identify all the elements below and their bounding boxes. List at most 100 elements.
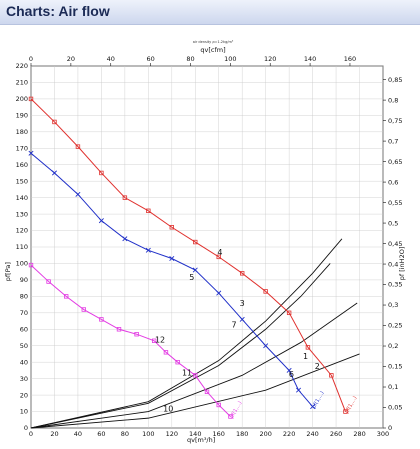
y-left-tick-label: 20 xyxy=(20,391,28,399)
fan-curve-point xyxy=(28,150,34,156)
y-right-tick-label: 0,15 xyxy=(388,363,402,371)
y-left-tick-label: 120 xyxy=(16,227,28,235)
y-right-tick-label: 0,7 xyxy=(388,137,398,145)
fan-curve-line xyxy=(30,264,231,417)
operating-point-label: 10 xyxy=(163,405,173,414)
y-right-tick-label: 0,6 xyxy=(388,178,398,186)
fan-curve-point xyxy=(98,218,104,224)
y-right-tick-label: 0,25 xyxy=(388,322,402,330)
fan-curve-point xyxy=(296,387,302,393)
system-curve-line xyxy=(30,263,331,429)
y-left-tick-label: 210 xyxy=(16,79,28,87)
fan-curve-point xyxy=(263,343,269,349)
fan-curve-point xyxy=(75,191,81,197)
fan-curve-label: pf(1,…) xyxy=(311,390,326,409)
fan-curve-point xyxy=(228,414,233,419)
fan-curve-point xyxy=(286,310,292,316)
y-left-tick-label: 220 xyxy=(16,62,28,70)
y-right-tick-label: 0,5 xyxy=(388,219,398,227)
x-top-tick-label: 160 xyxy=(344,55,356,63)
fan-curve-point xyxy=(286,367,292,373)
y-left-tick-label: 140 xyxy=(16,194,28,202)
y-right-axis-label: pf [inH2O] xyxy=(398,247,406,281)
fan-curve-line xyxy=(30,98,346,412)
y-right-tick-label: 0,4 xyxy=(388,260,398,268)
x-bottom-tick-label: 140 xyxy=(189,430,201,438)
fan-curve-line xyxy=(30,152,313,407)
header-bar: Charts: Air flow xyxy=(0,0,420,25)
operating-point-label: 4 xyxy=(217,248,222,257)
operating-point-label: 5 xyxy=(189,273,194,282)
fan-curve-point xyxy=(329,373,334,378)
chart-grid xyxy=(30,63,386,429)
fan-curve-point xyxy=(122,236,128,242)
y-right-tick-label: 0,3 xyxy=(388,301,398,309)
operating-point-label: 3 xyxy=(240,299,245,308)
fan-curve-point xyxy=(116,327,122,332)
x-bottom-tick-label: 160 xyxy=(213,430,225,438)
y-right-tick-label: 0,85 xyxy=(388,76,402,84)
x-bottom-axis-label: qv[m³/h] xyxy=(187,436,215,444)
x-top-tick-label: 0 xyxy=(29,55,33,63)
x-bottom-tick-label: 40 xyxy=(74,430,82,438)
x-top-tick-label: 40 xyxy=(107,55,115,63)
fan-curve-point xyxy=(145,247,151,253)
x-top-tick-label: 80 xyxy=(186,55,194,63)
y-right-tick-label: 0,55 xyxy=(388,199,402,207)
y-left-tick-label: 70 xyxy=(20,309,28,317)
fan-curve-point xyxy=(99,317,104,322)
y-left-axis-label: pf[Pa] xyxy=(4,262,12,281)
chart-curves xyxy=(28,96,360,429)
x-bottom-tick-label: 280 xyxy=(353,430,365,438)
x-bottom-tick-label: 180 xyxy=(236,430,248,438)
y-left-tick-label: 130 xyxy=(16,210,28,218)
fan-curve-point xyxy=(343,409,348,414)
fan-curve-point xyxy=(28,96,34,102)
air-flow-chart: 0102030405060708090100110120130140150160… xyxy=(4,40,406,444)
fan-curve-point xyxy=(81,307,86,312)
x-top-tick-label: 100 xyxy=(224,55,236,63)
y-right-tick-label: 0,65 xyxy=(388,158,402,166)
y-right-tick-label: 0,35 xyxy=(388,281,402,289)
x-bottom-tick-label: 60 xyxy=(97,430,105,438)
fan-curve-point xyxy=(216,290,222,296)
operating-point-label: 6 xyxy=(289,370,294,379)
operating-point-label: 2 xyxy=(315,362,320,371)
fan-curve-point xyxy=(192,267,198,273)
y-left-tick-label: 30 xyxy=(20,375,28,383)
fan-curve-point xyxy=(193,373,198,378)
fan-curve-point xyxy=(75,144,81,149)
y-left-tick-label: 50 xyxy=(20,342,28,350)
fan-curve-point xyxy=(134,332,139,337)
system-curve-line xyxy=(30,238,343,429)
x-top-tick-label: 120 xyxy=(264,55,276,63)
x-top-tick-label: 20 xyxy=(67,55,75,63)
y-right-tick-label: 0,75 xyxy=(388,117,402,125)
y-right-tick-label: 0 xyxy=(388,424,392,432)
x-bottom-tick-label: 220 xyxy=(283,430,295,438)
page-title: Charts: Air flow xyxy=(6,3,110,19)
fan-curve-point xyxy=(169,225,174,230)
y-left-tick-label: 10 xyxy=(20,408,28,416)
y-right-tick-label: 0,1 xyxy=(388,383,398,391)
system-curve-line xyxy=(30,353,360,429)
x-top-tick-label: 60 xyxy=(146,55,154,63)
x-bottom-tick-label: 80 xyxy=(121,430,129,438)
y-left-tick-label: 160 xyxy=(16,161,28,169)
y-left-tick-label: 100 xyxy=(16,260,28,268)
fan-curve-point xyxy=(64,294,69,299)
x-bottom-tick-label: 100 xyxy=(142,430,154,438)
fan-curve-point xyxy=(28,262,34,268)
fan-curve-point xyxy=(122,195,128,200)
fan-curve-point xyxy=(46,279,51,284)
fan-curve-point xyxy=(193,239,198,245)
y-left-tick-label: 180 xyxy=(16,128,28,136)
x-bottom-tick-label: 300 xyxy=(377,430,389,438)
y-left-tick-label: 0 xyxy=(24,424,28,432)
y-left-tick-label: 90 xyxy=(20,276,28,284)
y-left-tick-label: 40 xyxy=(20,358,28,366)
y-left-tick-label: 150 xyxy=(16,177,28,185)
fan-curve-point xyxy=(204,389,210,394)
chart-labels: 0102030405060708090100110120130140150160… xyxy=(4,40,406,444)
fan-curve-point xyxy=(99,170,104,176)
